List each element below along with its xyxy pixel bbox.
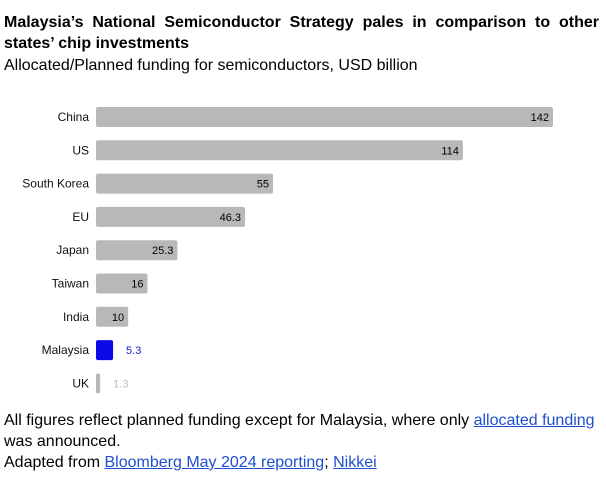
- chart-title: Malaysia’s National Semiconductor Strate…: [4, 14, 599, 52]
- category-label-china: China: [58, 110, 90, 124]
- footnote-text-end: was announced.: [4, 433, 121, 450]
- value-label-malaysia: 5.3: [126, 345, 141, 357]
- value-label-uk: 1.3: [113, 378, 128, 390]
- bar-eu: [96, 206, 246, 227]
- value-label-us: 114: [441, 145, 459, 157]
- bar-malaysia: [96, 340, 114, 361]
- source-line: Adapted from Bloomberg May 2024 reportin…: [4, 452, 602, 473]
- category-label-eu: EU: [72, 210, 89, 224]
- bar-uk: [96, 373, 101, 394]
- source-prefix: Adapted from: [4, 454, 105, 471]
- nikkei-link[interactable]: Nikkei: [333, 454, 377, 471]
- bar-india: [96, 306, 129, 327]
- source-separator: ;: [324, 454, 334, 471]
- footer: All figures reflect planned funding exce…: [4, 410, 602, 473]
- value-label-india: 10: [112, 312, 124, 324]
- footnote: All figures reflect planned funding exce…: [4, 410, 602, 452]
- bar-china: [96, 107, 553, 127]
- chart-subtitle: Allocated/Planned funding for semiconduc…: [4, 57, 418, 74]
- value-label-south-korea: 55: [257, 179, 269, 191]
- bloomberg-link[interactable]: Bloomberg May 2024 reporting: [104, 454, 325, 471]
- category-label-malaysia: Malaysia: [42, 343, 90, 357]
- category-label-uk: UK: [72, 376, 89, 390]
- value-label-eu: 46.3: [220, 212, 241, 224]
- category-label-india: India: [63, 310, 89, 324]
- category-label-us: US: [72, 143, 89, 157]
- allocated-funding-link[interactable]: allocated funding: [473, 412, 595, 429]
- bar-japan: [96, 240, 178, 261]
- category-label-south-korea: South Korea: [22, 177, 89, 191]
- category-label-japan: Japan: [56, 243, 89, 257]
- footnote-text: All figures reflect planned funding exce…: [4, 412, 474, 429]
- bar-south-korea: [96, 173, 274, 194]
- bar-chart: China 142 US 114 South Korea 55 EU 46.3 Japan 25.…: [22, 107, 553, 394]
- category-label-taiwan: Taiwan: [52, 277, 89, 291]
- bar-us: [96, 140, 463, 161]
- bar-taiwan: [96, 273, 148, 294]
- value-label-japan: 25.3: [152, 245, 173, 257]
- value-label-china: 142: [531, 112, 549, 124]
- value-label-taiwan: 16: [131, 279, 143, 291]
